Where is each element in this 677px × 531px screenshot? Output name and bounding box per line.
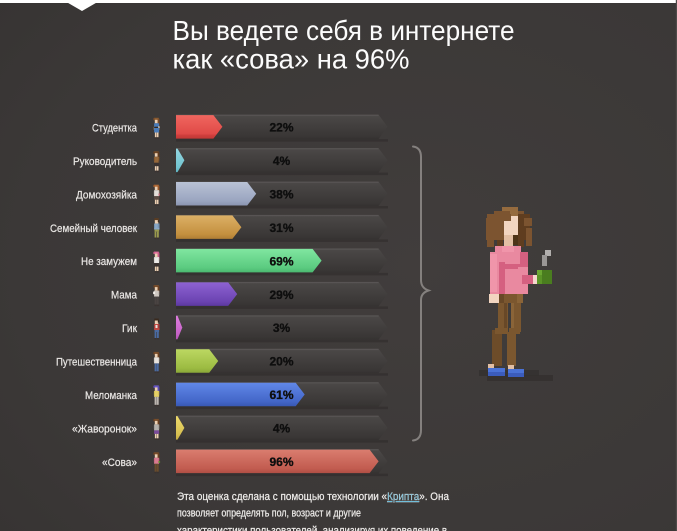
svg-text:«Сова»: «Сова» <box>102 457 137 469</box>
svg-text:22%: 22% <box>269 121 293 135</box>
svg-text:Руководитель: Руководитель <box>73 156 137 168</box>
svg-text:29%: 29% <box>269 288 293 302</box>
svg-text:Семейный человек: Семейный человек <box>50 223 137 235</box>
svg-text:Гик: Гик <box>122 323 137 335</box>
svg-text:4%: 4% <box>273 422 291 436</box>
svg-text:69%: 69% <box>269 254 293 268</box>
svg-text:61%: 61% <box>269 388 293 402</box>
svg-text:характеристики пользователей,: характеристики пользователей, анализируя… <box>177 525 447 531</box>
svg-text:96%: 96% <box>269 455 293 469</box>
svg-text:38%: 38% <box>269 187 293 201</box>
svg-text:позволяет определять пол, возр: позволяет определять пол, возраст и друг… <box>177 508 361 520</box>
svg-text:Студентка: Студентка <box>92 122 138 134</box>
svg-text:20%: 20% <box>269 355 293 369</box>
svg-text:Меломанка: Меломанка <box>85 390 138 402</box>
svg-text:Домохозяйка: Домохозяйка <box>76 189 138 201</box>
svg-text:Вы ведете себя в интернете: Вы ведете себя в интернете <box>173 15 515 46</box>
svg-text:Путешественница: Путешественница <box>56 357 138 369</box>
svg-text:как «сова» на 96%: как «сова» на 96% <box>173 44 410 75</box>
svg-text:3%: 3% <box>273 321 291 335</box>
svg-text:Мама: Мама <box>111 290 138 302</box>
svg-text:«Жаворонок»: «Жаворонок» <box>72 424 137 436</box>
svg-text:31%: 31% <box>269 221 293 235</box>
svg-text:4%: 4% <box>273 154 291 168</box>
svg-text:Эта оценка сделана с помощью т: Эта оценка сделана с помощью технологии … <box>177 491 450 503</box>
svg-text:Не замужем: Не замужем <box>81 256 137 268</box>
